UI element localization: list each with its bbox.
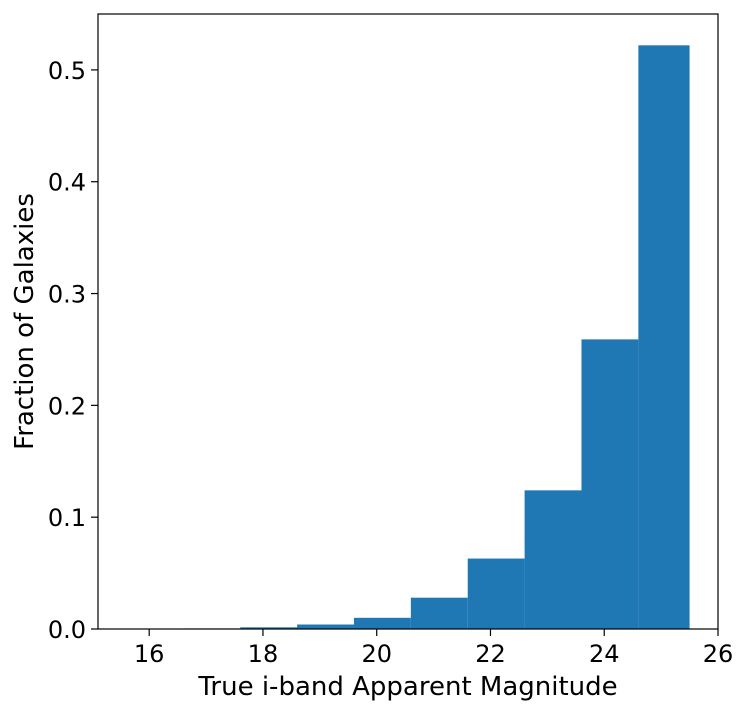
histogram-bar [353,617,411,629]
x-axis-ticks: 16 18 20 22 24 26 [134,629,733,668]
histogram-bar [581,339,639,629]
y-tick-label: 0.5 [48,57,86,85]
y-tick-label: 0.4 [48,169,86,197]
x-tick-label: 16 [134,640,165,668]
x-tick-label: 24 [589,640,620,668]
plot-frame [97,13,719,630]
y-tick-label: 0.3 [48,281,86,309]
y-tick-label: 0.1 [48,504,86,532]
histogram-bar [524,490,582,629]
y-tick-label: 0.2 [48,392,86,420]
bars-group [126,45,690,630]
x-axis-label: True i-band Apparent Magnitude [197,672,617,702]
y-tick-label: 0.0 [48,616,86,644]
x-tick-label: 20 [361,640,392,668]
histogram-bar [240,627,298,629]
x-tick-label: 26 [703,640,734,668]
y-axis-label: Fraction of Galaxies [10,193,40,450]
histogram-bar [638,45,690,630]
x-tick-label: 22 [475,640,506,668]
histogram-bar [467,558,525,629]
x-tick-label: 18 [248,640,279,668]
histogram-bar [297,624,354,629]
histogram-bar [410,597,468,629]
y-axis-ticks: 0.0 0.1 0.2 0.3 0.4 0.5 [48,57,98,644]
